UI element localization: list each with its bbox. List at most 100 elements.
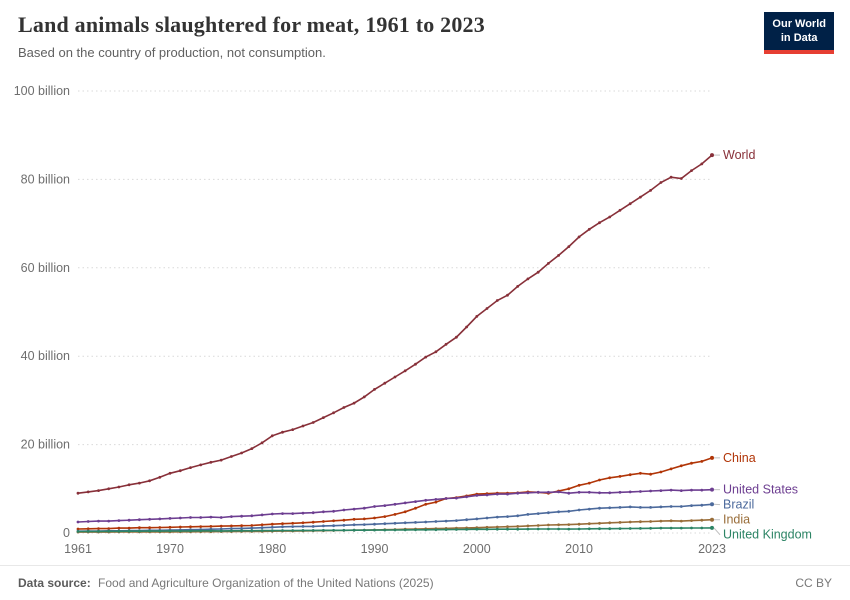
series-point bbox=[148, 526, 152, 530]
series-label-world[interactable]: World bbox=[723, 148, 755, 162]
series-point bbox=[455, 335, 458, 339]
series-point bbox=[690, 504, 693, 507]
series-point bbox=[393, 528, 397, 532]
series-point bbox=[352, 528, 356, 532]
series-point bbox=[107, 487, 111, 491]
series-point bbox=[434, 498, 438, 501]
series-point bbox=[240, 451, 244, 455]
x-tick-label: 2000 bbox=[463, 542, 491, 556]
series-point bbox=[495, 515, 499, 519]
series-point bbox=[362, 523, 366, 526]
series-label-united-states[interactable]: United States bbox=[723, 483, 798, 497]
series-point bbox=[547, 490, 550, 494]
series-point bbox=[189, 525, 192, 529]
series-point bbox=[567, 487, 571, 491]
series-point bbox=[557, 254, 560, 257]
series-point bbox=[403, 521, 407, 525]
series-point bbox=[587, 490, 591, 494]
series-point bbox=[618, 527, 622, 530]
series-point bbox=[577, 483, 581, 487]
series-endpoint bbox=[710, 517, 714, 522]
series-point bbox=[383, 515, 387, 518]
series-point bbox=[639, 506, 642, 509]
series-point bbox=[587, 522, 591, 526]
series-point bbox=[669, 467, 673, 471]
series-point bbox=[270, 525, 274, 529]
series-point bbox=[567, 509, 571, 513]
series-point bbox=[168, 471, 172, 475]
series-point bbox=[414, 521, 417, 524]
license-badge[interactable]: CC BY bbox=[795, 576, 832, 590]
series-point bbox=[577, 235, 581, 239]
series-point bbox=[138, 526, 141, 530]
series-line-world bbox=[77, 154, 713, 494]
series-point bbox=[332, 411, 335, 415]
series-point bbox=[168, 525, 172, 529]
series-point bbox=[230, 455, 233, 458]
series-point bbox=[618, 475, 622, 478]
series-point bbox=[659, 505, 663, 509]
label-connector bbox=[713, 527, 721, 536]
series-point bbox=[291, 525, 295, 528]
series-point bbox=[219, 458, 223, 462]
series-point bbox=[506, 527, 509, 531]
series-point bbox=[199, 529, 203, 533]
series-point bbox=[342, 518, 346, 522]
y-tick-label: 20 billion bbox=[21, 438, 70, 452]
series-point bbox=[679, 489, 683, 492]
series-point bbox=[526, 527, 530, 531]
series-point bbox=[465, 528, 468, 531]
series-point bbox=[526, 491, 530, 495]
series-point bbox=[342, 508, 346, 512]
series-label-united-kingdom[interactable]: United Kingdom bbox=[723, 528, 812, 542]
series-point bbox=[679, 464, 683, 468]
owid-logo-line1: Our World bbox=[772, 18, 826, 30]
owid-logo[interactable]: Our World in Data bbox=[764, 12, 834, 54]
series-point bbox=[659, 489, 663, 492]
series-point bbox=[455, 496, 458, 500]
series-point bbox=[403, 369, 407, 373]
series-point bbox=[516, 527, 520, 531]
series-point bbox=[547, 511, 550, 515]
series-point bbox=[178, 516, 182, 520]
series-label-china[interactable]: China bbox=[723, 451, 756, 465]
series-point bbox=[332, 524, 335, 528]
series-point bbox=[322, 528, 325, 532]
series-point bbox=[536, 270, 540, 274]
series-point bbox=[628, 202, 632, 206]
series-point bbox=[260, 441, 264, 445]
series-point bbox=[240, 514, 244, 518]
series-point bbox=[444, 528, 448, 531]
series-point bbox=[414, 528, 417, 532]
series-point bbox=[76, 527, 80, 531]
series-label-india[interactable]: India bbox=[723, 513, 750, 527]
series-point bbox=[700, 503, 704, 507]
series-point bbox=[138, 518, 141, 522]
series-point bbox=[547, 523, 550, 527]
series-point bbox=[608, 215, 612, 219]
series-point bbox=[659, 526, 663, 530]
series-point bbox=[659, 181, 663, 184]
series-point bbox=[639, 490, 642, 493]
data-source-text: Food and Agriculture Organization of the… bbox=[94, 576, 434, 590]
series-point bbox=[189, 516, 192, 519]
series-point bbox=[414, 506, 417, 510]
series-point bbox=[281, 522, 284, 526]
series-point bbox=[567, 245, 571, 249]
series-point bbox=[230, 515, 233, 518]
series-label-brazil[interactable]: Brazil bbox=[723, 498, 754, 512]
series-point bbox=[383, 504, 387, 507]
series-point bbox=[526, 513, 530, 516]
series-point bbox=[536, 490, 540, 494]
series-point bbox=[669, 526, 673, 530]
series-point bbox=[393, 375, 397, 379]
series-point bbox=[178, 525, 182, 529]
series-point bbox=[301, 424, 305, 428]
series-point bbox=[434, 350, 438, 354]
series-point bbox=[383, 381, 387, 385]
series-point bbox=[403, 501, 407, 505]
series-point bbox=[608, 506, 612, 510]
series-point bbox=[679, 177, 683, 180]
series-point bbox=[158, 529, 162, 533]
